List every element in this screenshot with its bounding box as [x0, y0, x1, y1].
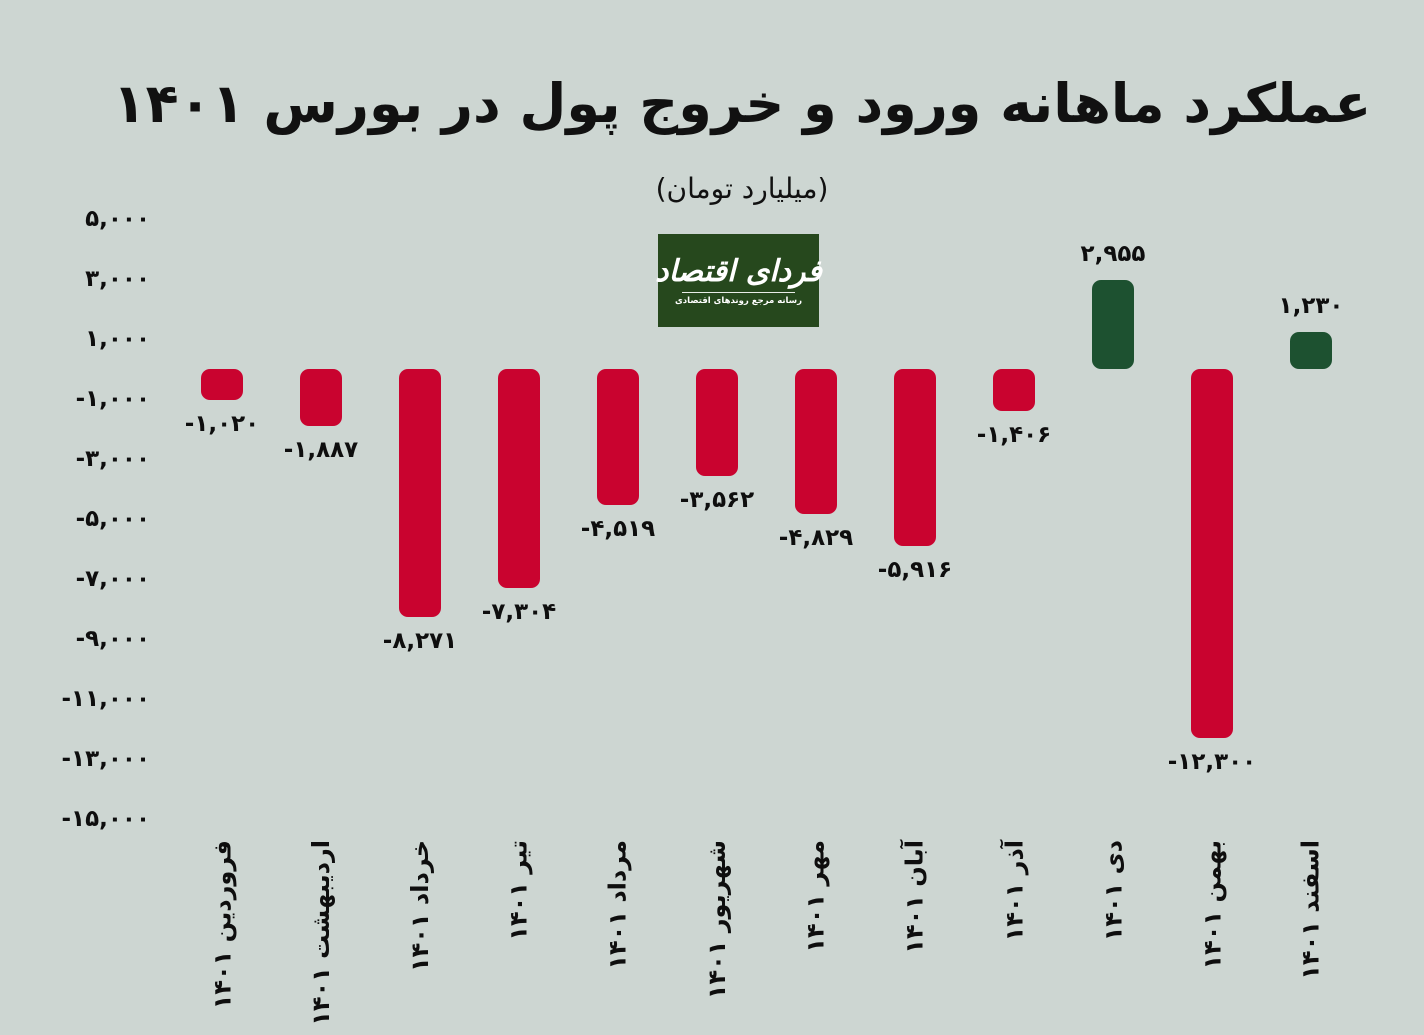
y-axis-tick-label: -۱۱,۰۰۰ [61, 686, 150, 712]
y-axis-tick-label: -۱۳,۰۰۰ [61, 746, 150, 772]
y-axis-tick-label: -۱۵,۰۰۰ [61, 806, 150, 832]
bar-value-label: ۱,۲۳۰ [1278, 293, 1344, 320]
chart-title: عملکرد ماهانه ورود و خروج پول در بورس ۱۴… [112, 72, 1373, 135]
bar-10-inflow [1092, 280, 1134, 369]
x-axis-label: اسفند ۱۴۰۱ [1297, 840, 1325, 980]
bar-5-outflow [597, 369, 639, 505]
bar-value-label: -۴,۵۱۹ [580, 515, 656, 542]
bar-4-outflow [498, 369, 540, 589]
y-axis-tick-label: ۱,۰۰۰ [85, 326, 150, 352]
bar-12-inflow [1290, 332, 1332, 369]
bar-value-label: -۳,۵۶۲ [679, 486, 755, 513]
bar-7-outflow [795, 369, 837, 514]
bar-value-label: -۱,۸۸۷ [283, 436, 359, 463]
y-axis-tick-label: -۹,۰۰۰ [75, 626, 150, 652]
bar-value-label: -۷,۳۰۴ [481, 599, 557, 626]
x-axis-label: فروردین ۱۴۰۱ [208, 840, 236, 1010]
logo-tagline: رسانه مرجع روندهای اقتصادی [675, 296, 802, 307]
y-axis-tick-label: ۳,۰۰۰ [85, 266, 150, 292]
x-axis-label: آذر ۱۴۰۱ [1000, 840, 1028, 942]
bar-value-label: -۵,۹۱۶ [877, 557, 953, 584]
bar-2-outflow [300, 369, 342, 426]
bar-9-outflow [993, 369, 1035, 412]
x-axis-label: مرداد ۱۴۰۱ [604, 840, 632, 970]
logo-wordmark: فردای اقتصاد [655, 253, 822, 289]
bar-11-outflow [1191, 369, 1233, 738]
logo-divider [681, 292, 796, 294]
y-axis-tick-label: ۵,۰۰۰ [85, 206, 150, 232]
bar-value-label: ۲,۹۵۵ [1080, 241, 1146, 268]
x-axis-label: اردیبهشت ۱۴۰۱ [307, 840, 335, 1026]
bar-value-label: -۱,۰۲۰ [184, 410, 260, 437]
bar-3-outflow [399, 369, 441, 618]
bar-6-outflow [696, 369, 738, 476]
bar-8-outflow [894, 369, 936, 547]
y-axis-tick-label: -۵,۰۰۰ [75, 506, 150, 532]
bar-value-label: -۱,۴۰۶ [976, 422, 1052, 449]
x-axis-label: خرداد ۱۴۰۱ [406, 840, 434, 973]
x-axis-label: تیر ۱۴۰۱ [505, 840, 533, 941]
bar-value-label: -۱۲,۳۰۰ [1167, 749, 1257, 775]
x-axis-label: آبان ۱۴۰۱ [901, 840, 929, 954]
bar-value-label: -۴,۸۲۹ [778, 524, 854, 551]
chart-unit-label: (میلیارد تومان) [655, 172, 829, 205]
x-axis-label: مهر ۱۴۰۱ [802, 840, 830, 953]
y-axis-tick-label: -۳,۰۰۰ [75, 446, 150, 472]
bar-1-outflow [201, 369, 243, 400]
fardaye-eghtesad-logo: فردای اقتصاد رسانه مرجع روندهای اقتصادی [655, 234, 822, 327]
x-axis-label: بهمن ۱۴۰۱ [1198, 840, 1226, 970]
y-axis-tick-label: -۱,۰۰۰ [75, 386, 150, 412]
x-axis-label: دی ۱۴۰۱ [1099, 840, 1127, 942]
x-axis-label: شهریور ۱۴۰۱ [703, 840, 731, 1000]
bar-value-label: -۸,۲۷۱ [382, 628, 458, 655]
y-axis-tick-label: -۷,۰۰۰ [75, 566, 150, 592]
